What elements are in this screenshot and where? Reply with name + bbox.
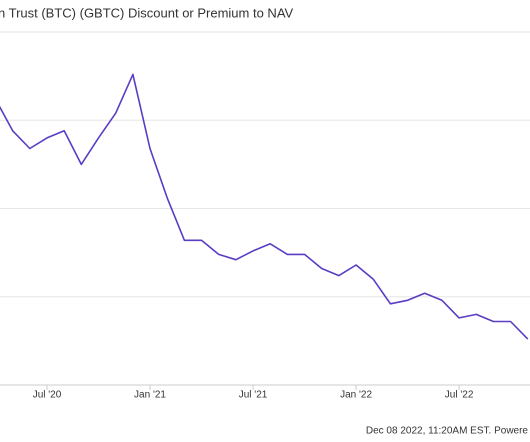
x-tick-label: Jan '22 — [340, 390, 372, 401]
footer-note: Dec 08 2022, 11:20AM EST. Powere — [366, 426, 529, 437]
x-tick-label: Jul '20 — [33, 390, 62, 401]
x-tick-label: Jul '22 — [445, 390, 474, 401]
x-tick-label: Jul '21 — [239, 390, 268, 401]
chart-title: n Trust (BTC) (GBTC) Discount or Premium… — [0, 5, 294, 20]
data-line — [0, 73, 529, 340]
x-tick-label: Jan '21 — [134, 390, 166, 401]
